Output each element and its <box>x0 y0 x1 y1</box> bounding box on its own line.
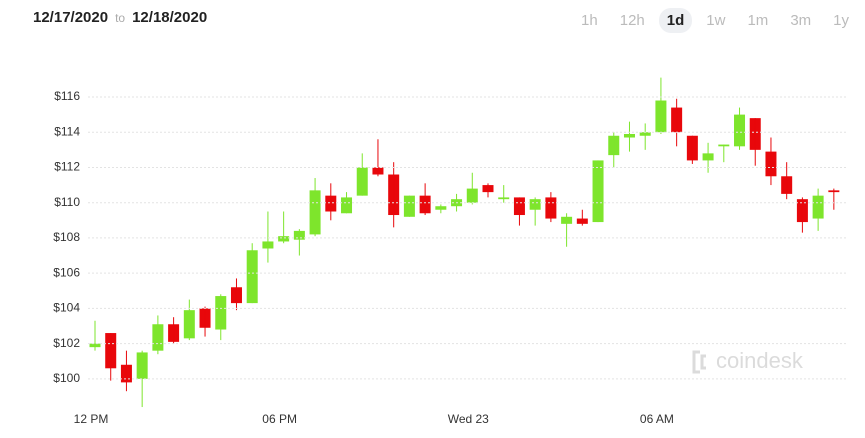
x-tick-label: 06 PM <box>262 412 297 426</box>
period-button[interactable]: 1w <box>706 12 726 29</box>
period-button[interactable]: 1m <box>747 12 769 29</box>
y-tick-label: $106 <box>53 265 80 279</box>
period-button[interactable]: 3m <box>790 12 812 29</box>
watermark: coindesk <box>692 348 804 374</box>
period-button[interactable]: 1d <box>658 8 693 33</box>
date-to: 12/18/2020 <box>132 9 208 26</box>
y-tick-label: $104 <box>53 301 80 315</box>
y-tick-label: $112 <box>54 160 80 174</box>
date-range: 12/17/2020 to 12/18/2020 <box>33 9 207 26</box>
y-tick-label: $114 <box>54 124 80 138</box>
period-button[interactable]: 12h <box>619 12 645 29</box>
y-tick-label: $100 <box>53 371 80 385</box>
y-tick-label: $102 <box>53 336 80 350</box>
y-tick-label: $110 <box>54 195 80 209</box>
period-button[interactable]: 1h <box>581 12 598 29</box>
date-from: 12/17/2020 <box>33 9 109 26</box>
watermark-logo <box>692 350 706 374</box>
x-tick-label: 06 AM <box>640 412 674 426</box>
watermark-text: coindesk <box>716 348 804 373</box>
x-tick-label: 12 PM <box>74 412 109 426</box>
y-tick-label: $108 <box>53 230 80 244</box>
period-button[interactable]: 1y <box>833 12 849 29</box>
period-selector: 1h 12h 1d 1w 1m 3m 1y <box>573 8 857 33</box>
date-separator: to <box>115 11 126 25</box>
x-tick-label: Wed 23 <box>448 412 489 426</box>
y-tick-label: $116 <box>54 89 80 103</box>
